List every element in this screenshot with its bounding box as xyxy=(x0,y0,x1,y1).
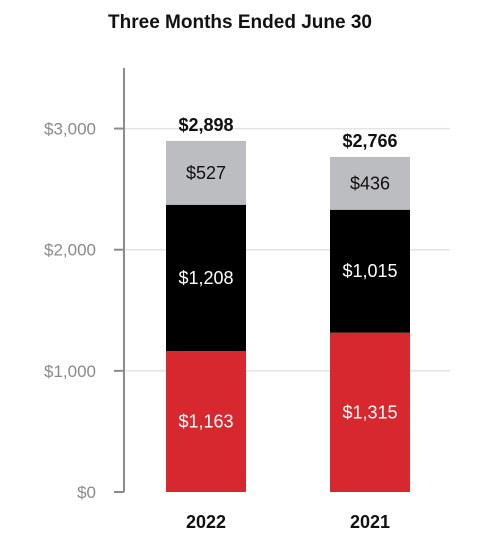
bar-segment xyxy=(330,209,410,333)
bar-segment xyxy=(166,140,246,205)
y-tick-label: $0 xyxy=(77,483,96,502)
data-label: $1,163 xyxy=(178,412,233,432)
data-label: $1,315 xyxy=(342,402,397,422)
y-tick-label: $3,000 xyxy=(44,120,96,139)
chart-title: Three Months Ended June 30 xyxy=(108,12,372,33)
bars: $1,163 $1,208 $527 $2,898 $1,315 $1,015 $436 $2… xyxy=(166,115,410,492)
data-label: $436 xyxy=(350,173,390,193)
bar-segment xyxy=(166,204,246,352)
data-label: $1,208 xyxy=(178,268,233,288)
total-label: $2,766 xyxy=(342,131,397,151)
y-tick-label: $1,000 xyxy=(44,362,96,381)
total-label: $2,898 xyxy=(178,115,233,135)
x-axis-labels: 2022 2021 xyxy=(186,512,390,532)
category-label: 2021 xyxy=(350,512,390,532)
data-label: $1,015 xyxy=(342,261,397,281)
y-axis-ticks: $0 $1,000 $2,000 $3,000 xyxy=(44,120,124,502)
bar-segment xyxy=(166,351,246,492)
data-label: $527 xyxy=(186,163,226,183)
category-label: 2022 xyxy=(186,512,226,532)
y-tick-label: $2,000 xyxy=(44,241,96,260)
bar-segment xyxy=(330,332,410,492)
bar-segment xyxy=(330,156,410,210)
